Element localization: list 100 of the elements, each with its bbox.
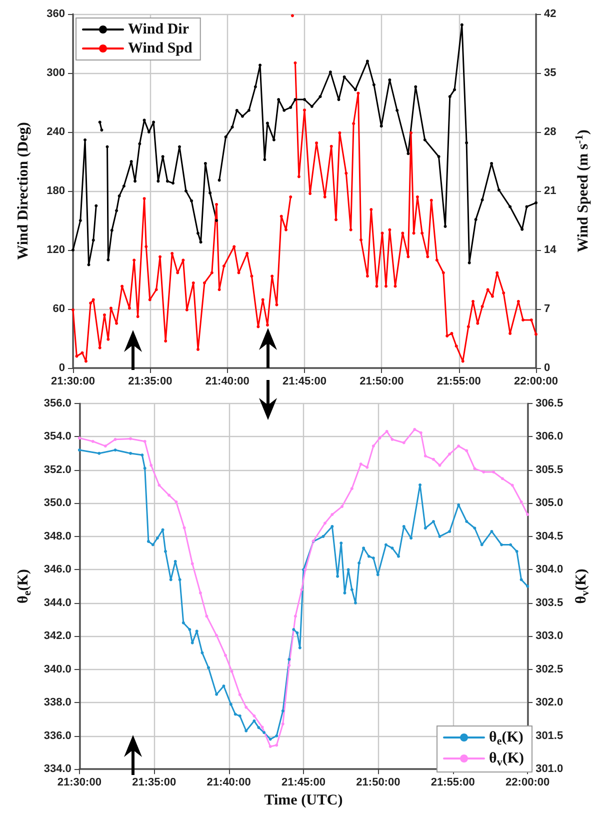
point xyxy=(150,464,153,467)
point xyxy=(520,500,523,504)
y-tick-label: 348.0 xyxy=(44,530,72,542)
y-tick-label: 338.0 xyxy=(44,696,72,709)
point xyxy=(168,494,171,497)
x-tick-label: 21:30:00 xyxy=(57,776,102,789)
x-tick-label: 21:35:00 xyxy=(132,776,176,789)
x-tick-label: 21:45:00 xyxy=(282,376,327,388)
x-tick-label: 21:50:00 xyxy=(360,376,404,388)
y-tick-label: 0 xyxy=(58,362,65,374)
x-tick-label: 21:45:00 xyxy=(281,776,326,789)
point xyxy=(372,444,375,448)
point xyxy=(238,693,242,696)
point xyxy=(190,562,194,566)
x-tick-label: 21:50:00 xyxy=(356,776,400,789)
y-tick-label: 240 xyxy=(46,126,65,138)
y2-tick-label: 14 xyxy=(544,244,558,256)
x-tick-label: 22:00:00 xyxy=(514,376,558,388)
x-tick-label: 21:55:00 xyxy=(436,376,481,388)
y-tick-label: 340.0 xyxy=(44,663,72,676)
y2-tick-label: 28 xyxy=(544,126,556,138)
y2-tick-label: 303.5 xyxy=(536,596,564,609)
y2-tick-label: 305.0 xyxy=(536,497,564,510)
y2-tick-label: 301.5 xyxy=(536,730,564,742)
y-axis-title: θe(K) xyxy=(16,569,34,604)
point xyxy=(330,513,334,516)
point xyxy=(432,458,435,461)
point xyxy=(300,588,304,592)
y-tick-label: 344.0 xyxy=(44,596,72,609)
point xyxy=(390,438,394,441)
y2-tick-label: 301.0 xyxy=(536,763,564,776)
point xyxy=(158,484,161,487)
point xyxy=(182,526,186,530)
y-tick-label: 354.0 xyxy=(44,430,72,443)
point xyxy=(129,437,132,440)
x-axis-title: Time (UTC) xyxy=(264,792,343,808)
y2-tick-label: 304.5 xyxy=(536,530,564,542)
point xyxy=(378,436,382,440)
point xyxy=(281,722,284,726)
x-tick-label: 22:00:00 xyxy=(506,776,550,789)
y-tick-label: 180 xyxy=(46,185,65,197)
x-tick-label: 21:30:00 xyxy=(50,376,96,388)
point xyxy=(252,714,256,718)
y2-tick-label: 0 xyxy=(544,362,550,374)
point xyxy=(205,614,208,618)
point xyxy=(91,440,94,443)
y2-tick-label: 21 xyxy=(544,185,556,197)
legend-label: Wind Spd xyxy=(128,40,194,56)
x-tick-label: 21:35:00 xyxy=(128,376,172,388)
y-tick-label: 356.0 xyxy=(44,398,72,410)
y2-tick-label: 306.0 xyxy=(536,430,564,443)
y-tick-label: 346.0 xyxy=(44,564,72,576)
y2-tick-label: 302.0 xyxy=(536,696,564,709)
point xyxy=(385,430,388,433)
point xyxy=(419,431,422,434)
x-tick-label: 21:40:00 xyxy=(206,776,251,789)
y-tick-label: 342.0 xyxy=(44,630,72,642)
point xyxy=(465,449,468,452)
x-tick-label: 21:40:00 xyxy=(205,376,250,388)
point xyxy=(448,452,452,456)
point xyxy=(350,487,354,490)
y-tick-label: 336.0 xyxy=(44,730,72,742)
y-tick-label: 352.0 xyxy=(44,464,72,476)
y-tick-label: 120 xyxy=(46,244,65,256)
y2-tick-label: 302.5 xyxy=(536,663,564,676)
point xyxy=(288,664,291,667)
y-tick-label: 334.0 xyxy=(44,763,72,776)
point xyxy=(500,477,504,480)
y2-axis-title: θv(K) xyxy=(574,568,592,604)
point xyxy=(438,464,442,467)
point xyxy=(294,614,297,618)
point xyxy=(78,436,81,440)
y2-tick-label: 303.0 xyxy=(536,630,564,642)
point xyxy=(366,466,369,469)
point xyxy=(473,467,476,470)
point xyxy=(268,745,272,748)
point xyxy=(424,454,427,458)
point xyxy=(413,428,416,431)
y2-axis-title: Wind Speed (m s-1) xyxy=(574,130,592,252)
x-tick-label: 21:55:00 xyxy=(430,776,475,789)
y-tick-label: 360 xyxy=(46,8,65,20)
point xyxy=(260,726,264,729)
y2-tick-label: 7 xyxy=(544,303,550,315)
point xyxy=(359,462,362,466)
y2-tick-label: 305.5 xyxy=(536,464,564,476)
point xyxy=(174,500,178,504)
y2-tick-label: 35 xyxy=(544,67,556,79)
point xyxy=(230,670,234,673)
y2-tick-label: 306.5 xyxy=(536,398,564,410)
point xyxy=(324,522,327,525)
y-tick-label: 300 xyxy=(46,67,65,79)
point xyxy=(143,440,146,443)
point xyxy=(224,654,228,657)
y2-tick-label: 304.0 xyxy=(536,564,564,576)
y2-tick-label: 42 xyxy=(544,8,556,20)
point xyxy=(275,744,278,747)
y-tick-label: 350.0 xyxy=(44,497,72,510)
point xyxy=(114,438,117,441)
y-axis-title: Wind Direction (Deg) xyxy=(16,122,32,260)
y-tick-label: 60 xyxy=(52,303,65,315)
